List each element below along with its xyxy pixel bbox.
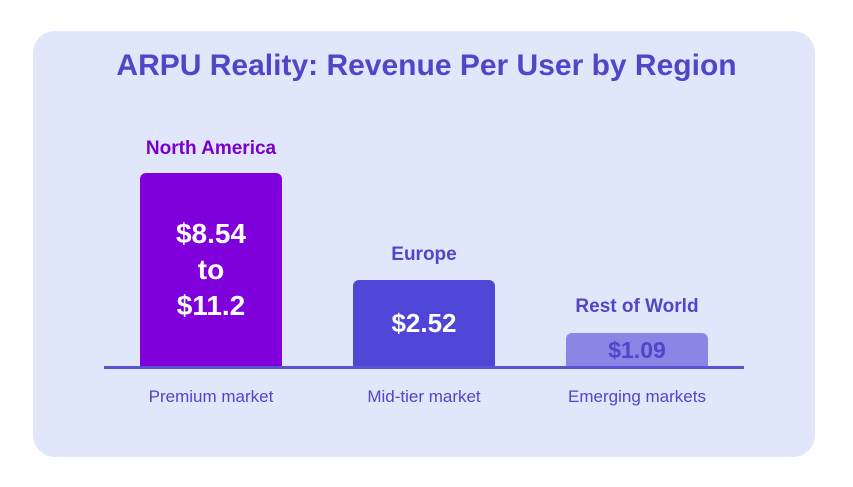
bar-value-na-high: $11.2 [176,290,246,321]
chart-title: ARPU Reality: Revenue Per User by Region [116,49,737,82]
tier-label-premium: Premium market [148,387,274,406]
region-label-north-america: North America [145,138,277,159]
region-label-europe: Europe [391,244,457,265]
bar-value-europe: $2.52 [391,308,457,338]
chart-baseline [104,366,744,369]
bar-value-north-america: $8.54 to $11.2 [176,216,246,324]
bar-rest-of-world: $1.09 [566,333,708,367]
region-label-rest-of-world: Rest of World [575,296,699,317]
tier-label-mid-tier: Mid-tier market [367,387,481,406]
bar-europe: $2.52 [353,280,495,367]
tier-label-emerging: Emerging markets [568,387,706,406]
bar-value-na-low: $8.54 [175,218,247,249]
bar-value-rest-of-world: $1.09 [608,336,666,363]
bar-value-na-to: to [197,254,225,285]
bar-north-america: $8.54 to $11.2 [140,173,282,367]
